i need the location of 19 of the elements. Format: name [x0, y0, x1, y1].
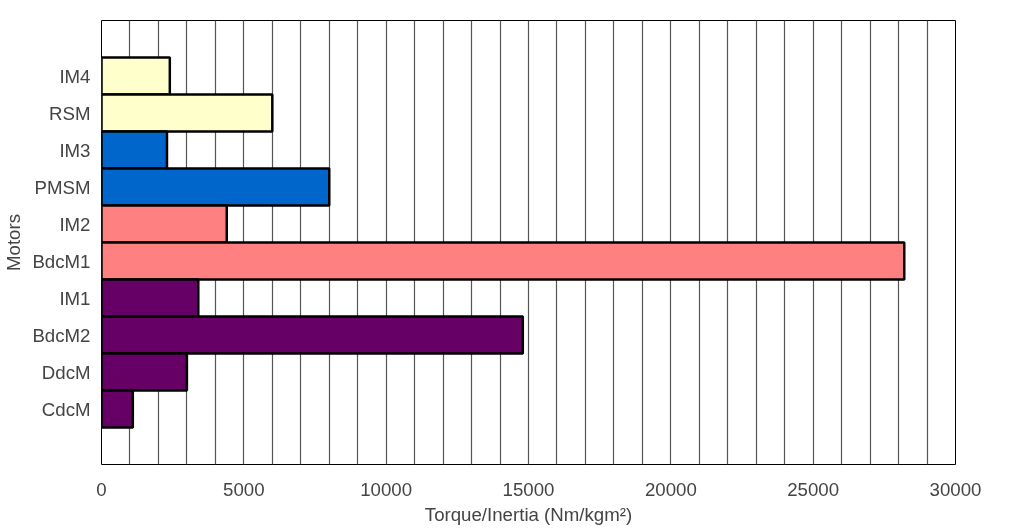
y-tick-label: IM1: [59, 287, 91, 309]
x-tick-label: 15000: [502, 478, 555, 500]
y-tick-label: BdcM1: [32, 250, 91, 272]
x-tick-label: 20000: [644, 478, 697, 500]
x-tick-label: 30000: [929, 478, 982, 500]
y-tick-label: DdcM: [41, 361, 91, 383]
y-tick-label: CdcM: [41, 398, 91, 420]
y-axis-title: Motors: [3, 213, 25, 272]
x-tick-label: 0: [96, 478, 107, 500]
y-tick-label: IM4: [59, 65, 91, 87]
y-tick-label: IM2: [59, 213, 91, 235]
y-tick-label: PMSM: [34, 176, 91, 198]
y-tick-label: IM3: [59, 139, 91, 161]
x-axis-title: Torque/Inertia (Nm/kgm²): [424, 503, 633, 525]
x-tick-label: 5000: [223, 478, 265, 500]
y-tick-label: BdcM2: [32, 324, 91, 346]
x-tick-label: 25000: [787, 478, 840, 500]
x-tick-label: 10000: [360, 478, 413, 500]
y-tick-label: RSM: [49, 102, 91, 124]
